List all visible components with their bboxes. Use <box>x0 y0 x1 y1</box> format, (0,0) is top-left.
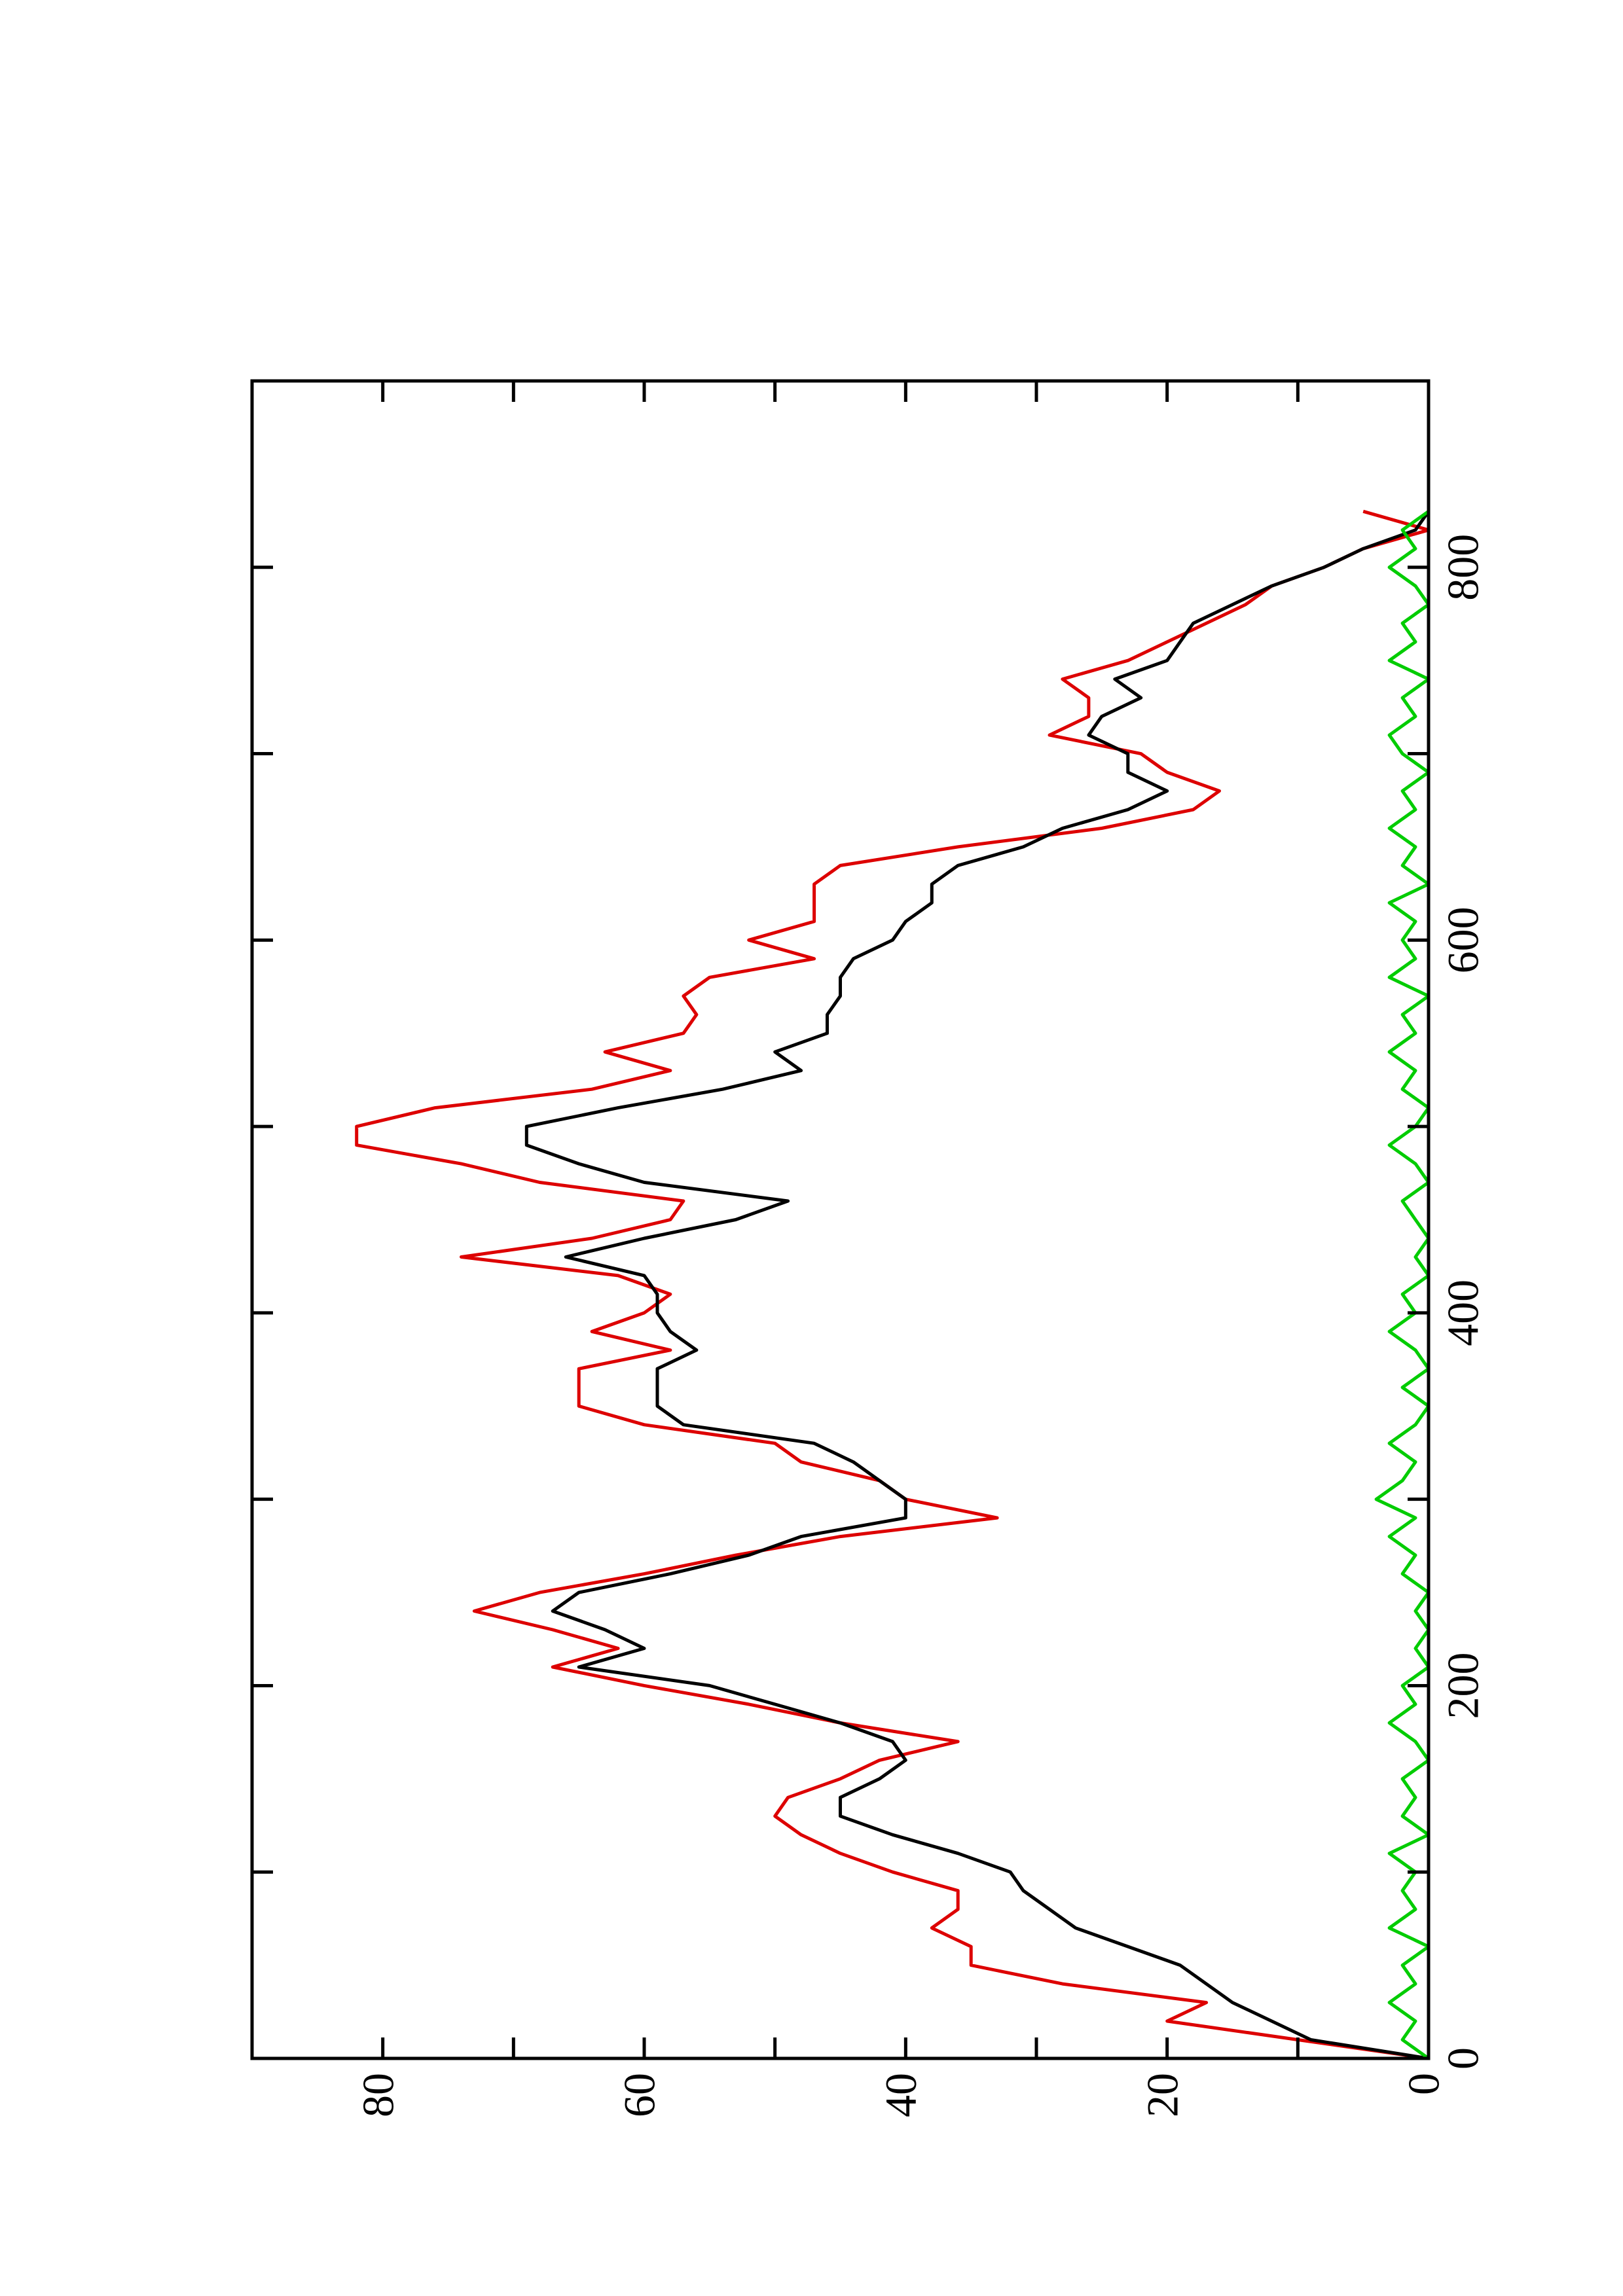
y-tick-label: 40 <box>876 2073 926 2117</box>
data-line <box>524 510 1431 2060</box>
y-tick-label: 20 <box>1137 2073 1187 2117</box>
x-tick-label: 200 <box>1438 1652 1488 1719</box>
y-tick-label: 80 <box>353 2073 403 2117</box>
plot-frame <box>250 379 1431 2060</box>
x-tick-label: 400 <box>1438 1280 1488 1346</box>
x-tick-label: 0 <box>1438 2047 1488 2070</box>
data-line <box>355 509 1431 2060</box>
y-tick-label: 60 <box>615 2073 665 2117</box>
y-tick-label: 0 <box>1399 2073 1449 2095</box>
x-tick-label: 800 <box>1438 534 1488 601</box>
data-line <box>1374 510 1431 2060</box>
x-tick-label: 600 <box>1438 906 1488 973</box>
